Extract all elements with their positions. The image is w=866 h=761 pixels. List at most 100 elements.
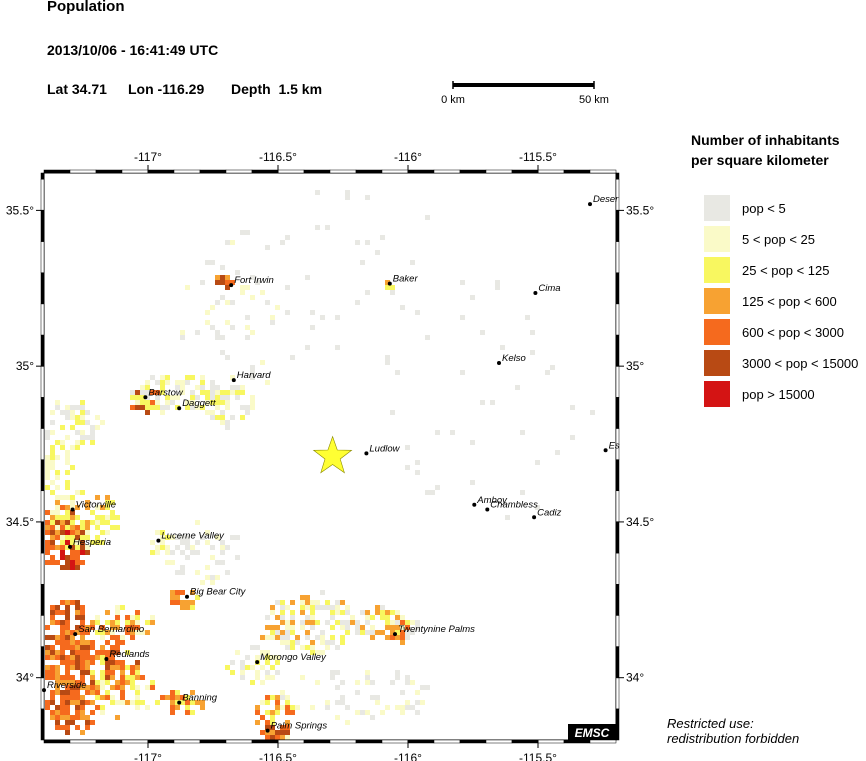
population-cell (280, 605, 285, 610)
population-cell (550, 365, 555, 370)
population-cell (45, 475, 50, 480)
population-cell (55, 400, 60, 405)
population-cell (340, 620, 345, 625)
population-cell (135, 705, 140, 710)
population-cell (100, 655, 105, 660)
population-cell (80, 620, 85, 625)
population-cell (70, 655, 75, 660)
population-cell (290, 600, 295, 605)
epicenter-star-icon (312, 435, 353, 474)
population-cell (210, 410, 215, 415)
population-cell (370, 630, 375, 635)
population-cell (160, 535, 165, 540)
population-cell (110, 650, 115, 655)
population-cell (275, 705, 280, 710)
population-cell (415, 620, 420, 625)
legend-item: 3000 < pop < 15000 (704, 350, 858, 376)
population-cell (135, 390, 140, 395)
population-cell (110, 695, 115, 700)
population-cell (275, 600, 280, 605)
population-cell (400, 625, 405, 630)
population-cell (55, 725, 60, 730)
population-cell (310, 640, 315, 645)
population-cell (470, 480, 475, 485)
population-cell (190, 590, 195, 595)
event-latitude: Lat 34.71 (47, 81, 107, 97)
population-cell (260, 680, 265, 685)
population-cell (90, 700, 95, 705)
population-cell (490, 400, 495, 405)
population-cell (50, 535, 55, 540)
place-label: Deser (593, 194, 619, 205)
population-cell (285, 625, 290, 630)
population-cell (270, 675, 275, 680)
population-cell (240, 285, 245, 290)
population-cell (270, 630, 275, 635)
population-cell (300, 610, 305, 615)
population-cell (85, 420, 90, 425)
population-cell (180, 540, 185, 545)
population-cell (270, 695, 275, 700)
population-cell (400, 640, 405, 645)
population-cell (65, 630, 70, 635)
population-cell (85, 625, 90, 630)
population-cell (310, 325, 315, 330)
population-cell (65, 470, 70, 475)
population-cell (80, 655, 85, 660)
event-longitude: Lon -116.29 (128, 81, 205, 97)
population-cell (250, 365, 255, 370)
population-cell (345, 705, 350, 710)
legend-title: Number of inhabitants per square kilomet… (691, 130, 840, 170)
place-label: Riverside (47, 680, 87, 691)
population-cell (80, 650, 85, 655)
population-cell (130, 620, 135, 625)
population-cell (75, 550, 80, 555)
population-cell (60, 410, 65, 415)
population-cell (200, 405, 205, 410)
population-cell (265, 700, 270, 705)
population-cell (60, 520, 65, 525)
population-cell (170, 710, 175, 715)
population-cell (195, 595, 200, 600)
population-cell (410, 705, 415, 710)
population-cell (290, 710, 295, 715)
population-cell (65, 705, 70, 710)
population-cell (250, 375, 255, 380)
legend-item: pop > 15000 (704, 381, 815, 407)
population-cell (315, 650, 320, 655)
population-cell (85, 525, 90, 530)
population-cell (75, 420, 80, 425)
population-cell (200, 380, 205, 385)
population-cell (175, 395, 180, 400)
population-cell (305, 345, 310, 350)
population-cell (185, 400, 190, 405)
population-cell (90, 655, 95, 660)
population-cell (190, 400, 195, 405)
legend-swatch (704, 226, 730, 252)
population-cell (110, 500, 115, 505)
population-cell (220, 550, 225, 555)
population-cell (120, 695, 125, 700)
population-cell (245, 335, 250, 340)
population-cell (405, 705, 410, 710)
population-cell (340, 610, 345, 615)
population-cell (195, 570, 200, 575)
legend-label: pop < 5 (742, 200, 786, 216)
population-cell (225, 285, 230, 290)
population-cell (150, 620, 155, 625)
population-cell (100, 705, 105, 710)
population-cell (150, 550, 155, 555)
population-cell (275, 305, 280, 310)
population-cell (310, 310, 315, 315)
population-cell (300, 675, 305, 680)
restricted-line2: redistribution forbidden (667, 731, 800, 746)
population-cell (230, 670, 235, 675)
lat-tick-label-right: 34° (626, 671, 644, 685)
population-cell (260, 290, 265, 295)
population-cell (115, 620, 120, 625)
population-cell (370, 695, 375, 700)
population-cell (75, 530, 80, 535)
population-cell (175, 545, 180, 550)
population-cell (300, 645, 305, 650)
population-cell (65, 640, 70, 645)
